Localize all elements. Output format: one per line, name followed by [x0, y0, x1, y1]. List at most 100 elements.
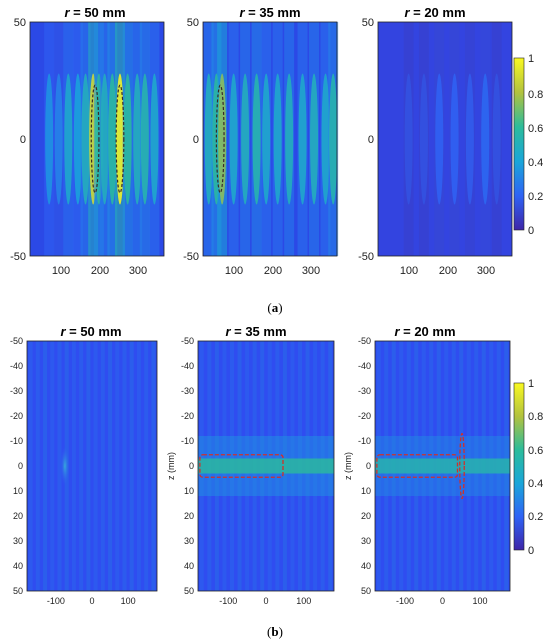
y-tick-label: -50: [10, 251, 26, 263]
y-tick-label: 40: [361, 561, 371, 571]
plot-frame: [29, 21, 165, 257]
heatmap-peak: [100, 73, 109, 205]
y-axis-label: z (mm): [343, 452, 353, 480]
x-tick-label: 300: [129, 265, 147, 277]
dashed-rectangle: [199, 454, 284, 478]
y-tick-label: 10: [361, 486, 371, 496]
y-tick-label: 30: [361, 536, 371, 546]
y-tick-label: 0: [366, 461, 371, 471]
figure-caption-a: (a): [267, 300, 282, 315]
plot-frame: [26, 340, 158, 592]
stripe-layer: [28, 341, 156, 591]
heatmap-peak: [241, 73, 250, 205]
plot-frame: [374, 340, 511, 592]
heatmap-stripe: [122, 341, 127, 591]
x-tick-label: 100: [225, 265, 243, 277]
y-tick-label: -40: [10, 361, 23, 371]
heatmap-band-core: [375, 458, 510, 474]
y-tick-label: -40: [181, 361, 194, 371]
y-tick-label: -20: [358, 411, 371, 421]
x-tick-label: 0: [89, 596, 94, 606]
y-tick-label: 0: [18, 461, 23, 471]
heatmap-stripe: [50, 341, 55, 591]
y-tick-label: -40: [358, 361, 371, 371]
y-tick-label: 10: [184, 486, 194, 496]
y-tick-labels: -50 -40 -30 -20 -10 0 10 20 30 40 50: [358, 336, 371, 596]
y-tick-label: -50: [10, 336, 23, 346]
stripe-layer: [203, 22, 339, 256]
panel-title: r = 20 mm: [394, 324, 455, 339]
x-tick-label: -100: [396, 596, 414, 606]
heatmap-peak: [133, 73, 142, 205]
y-tick-label: -10: [358, 436, 371, 446]
heatmap-peak: [115, 73, 124, 205]
x-tick-label: 100: [400, 265, 418, 277]
colorbar-tick: 0.8: [528, 411, 543, 423]
heatmap-peak: [150, 73, 159, 205]
colorbar-tick: 0: [528, 225, 534, 237]
heatmap-peak: [252, 73, 261, 205]
y-tick-label: 20: [13, 511, 23, 521]
y-tick-label: 30: [184, 536, 194, 546]
heatmap-peak: [123, 73, 132, 205]
y-tick-label: -10: [181, 436, 194, 446]
heatmap-stripe: [43, 341, 48, 591]
heatmap-stripe: [115, 341, 120, 591]
panel-title: r = 50 mm: [60, 324, 121, 339]
heatmap-peak: [465, 73, 474, 205]
figure-caption-b: (b): [267, 624, 283, 639]
heatmap-peak: [59, 444, 70, 488]
x-tick-label: 200: [91, 265, 109, 277]
heatmap-peak: [435, 73, 444, 205]
stripe-layer: [375, 341, 510, 591]
colorbar-tick: 0.8: [528, 89, 543, 101]
heatmap-stripe: [35, 341, 40, 591]
y-tick-label: 40: [13, 561, 23, 571]
heatmap-peak: [419, 73, 428, 205]
panel-title: r = 35 mm: [239, 5, 300, 20]
panel-a-1: r = 50 mm 50 0 -50 100 200 300: [10, 5, 165, 277]
x-tick-labels: -100 0 100: [47, 596, 136, 606]
colorbar-tick: 1: [528, 378, 534, 390]
y-tick-label: 20: [361, 511, 371, 521]
y-tick-label: 50: [361, 586, 371, 596]
y-tick-label: 50: [184, 586, 194, 596]
colorbar-tick: 1: [528, 53, 534, 65]
heatmap-stripe: [144, 341, 149, 591]
panel-a-3: r = 20 mm 50 0 -50 100 200 300: [358, 5, 513, 277]
y-tick-labels: -50 -40 -30 -20 -10 0 10 20 30 40 50: [181, 336, 194, 596]
y-axis-label: z (mm): [166, 452, 176, 480]
y-tick-label: 10: [13, 486, 23, 496]
y-tick-label: -50: [183, 251, 199, 263]
heatmap-peak: [229, 73, 238, 205]
x-tick-label: 100: [121, 596, 136, 606]
heatmap-peak: [450, 73, 459, 205]
heatmap-peak: [273, 73, 282, 205]
heatmap-peak: [54, 73, 63, 205]
colorbar-tick: 0.2: [528, 511, 543, 523]
plot-frame: [197, 340, 335, 592]
plot-frame: [377, 21, 513, 257]
y-tick-label: -30: [10, 386, 23, 396]
heatmap-peak: [45, 73, 54, 205]
heatmap-stripe: [100, 341, 105, 591]
x-tick-label: 0: [263, 596, 268, 606]
colorbar-tick: 0.6: [528, 123, 543, 135]
y-tick-label: 20: [184, 511, 194, 521]
y-tick-label: 0: [189, 461, 194, 471]
heatmap-peak: [140, 73, 149, 205]
panel-a-2: r = 35 mm 50 0 -50 100 200 300: [183, 5, 339, 277]
y-tick-label: -50: [358, 336, 371, 346]
colorbar-scale: [513, 382, 525, 551]
colorbar-scale: [513, 57, 525, 231]
heatmap-peak: [404, 73, 413, 205]
y-tick-label: -20: [10, 411, 23, 421]
y-tick-label: -30: [358, 386, 371, 396]
colorbar-b: 1 0.8 0.6 0.4 0.2 0: [513, 378, 543, 557]
heatmap-area: [27, 341, 157, 591]
heatmap-peak: [298, 73, 307, 205]
